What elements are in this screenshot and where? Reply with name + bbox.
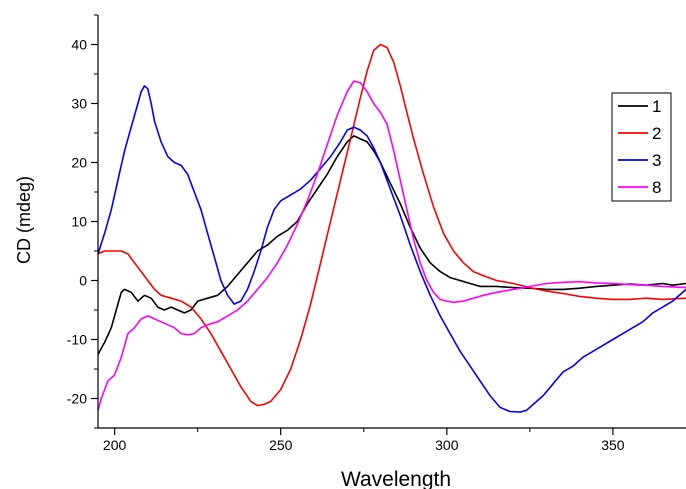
legend-box (611, 92, 672, 202)
series-lines (97, 43, 686, 413)
y-tick-label: 0 (79, 273, 87, 289)
x-tick-label: 300 (435, 437, 459, 453)
y-tick-label: 10 (71, 214, 87, 230)
series-line-1 (97, 135, 686, 355)
x-tick-label: 200 (103, 437, 127, 453)
y-tick-label: 20 (71, 155, 87, 171)
x-axis-label: Wavelength (341, 468, 451, 489)
legend-label-3: 3 (652, 151, 661, 170)
axes (97, 15, 686, 429)
y-axis-label: CD (mdeg) (14, 176, 34, 264)
series-line-3 (97, 85, 686, 413)
x-tick-label: 250 (269, 437, 293, 453)
tick-marks-and-labels: 200 250 300 350 -20 -10 0 10 20 30 40 (67, 14, 625, 453)
y-tick-label: -20 (67, 391, 87, 407)
legend: 1 2 3 8 (611, 92, 672, 202)
x-tick-label: 350 (601, 437, 625, 453)
y-tick-label: -10 (67, 332, 87, 348)
legend-label-2: 2 (652, 124, 661, 143)
series-line-8 (97, 80, 686, 411)
legend-label-1: 1 (652, 97, 661, 116)
y-tick-label: 30 (71, 96, 87, 112)
legend-label-8: 8 (652, 178, 661, 197)
y-tick-label: 40 (71, 37, 87, 53)
series-line-2 (97, 43, 686, 407)
